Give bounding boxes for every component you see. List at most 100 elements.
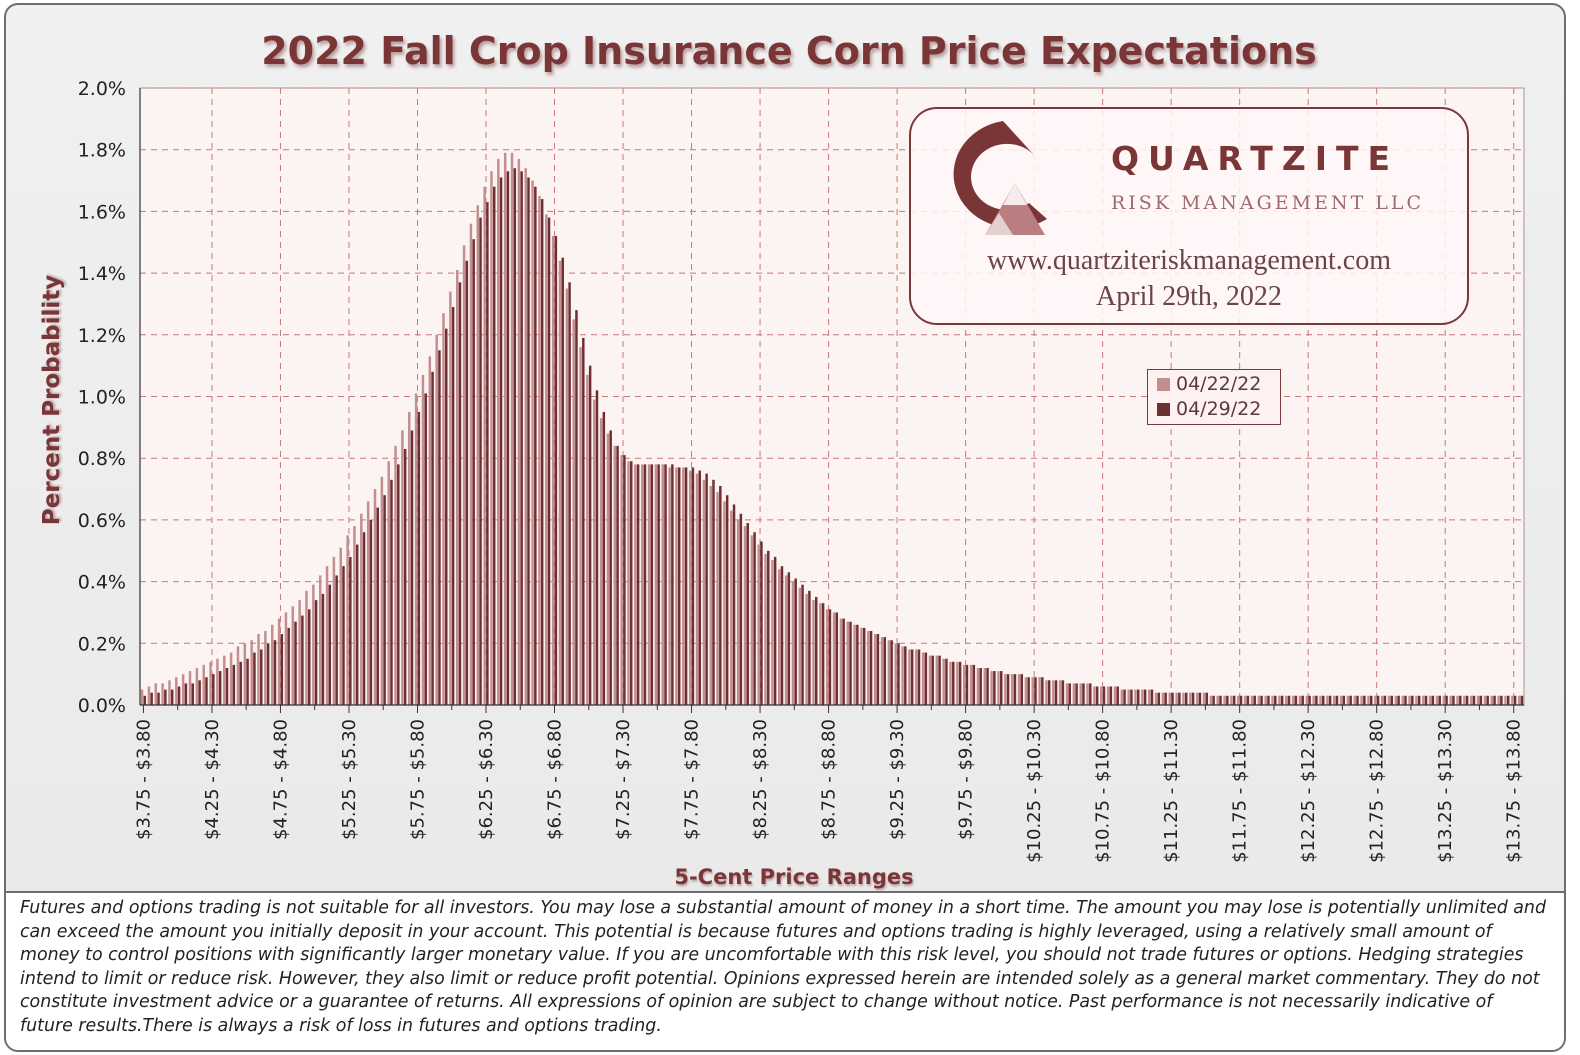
bar-042922-15: [246, 658, 249, 705]
bar-042922-74: [650, 464, 654, 705]
x-tick-label: $6.25 - $6.30: [476, 719, 497, 840]
bar-042922-141: [1109, 686, 1113, 705]
bar-042222-66: [593, 399, 596, 705]
bar-042922-196: [1486, 695, 1489, 705]
bar-042222-36: [387, 461, 390, 705]
bar-042922-106: [869, 630, 873, 705]
bar-042922-26: [321, 593, 325, 705]
bar-042222-194: [1470, 695, 1473, 705]
bar-042922-126: [1006, 674, 1010, 705]
bar-042922-136: [1075, 683, 1078, 705]
bar-042922-199: [1507, 695, 1510, 705]
bar-042922-160: [1239, 695, 1243, 705]
bar-042222-109: [887, 640, 891, 705]
bar-042922-150: [1171, 692, 1174, 705]
bar-042222-148: [1154, 692, 1158, 705]
bar-042922-161: [1246, 695, 1250, 705]
chart-title: 2022 Fall Crop Insurance Corn Price Expe…: [261, 29, 1317, 73]
bar-042922-157: [1219, 695, 1222, 705]
bar-042222-43: [435, 334, 438, 705]
bar-042922-113: [917, 649, 921, 705]
bar-042922-147: [1150, 689, 1154, 705]
bar-042922-28: [335, 575, 338, 705]
bar-042922-9: [205, 677, 208, 705]
bar-042922-90: [760, 541, 763, 705]
bar-042222-164: [1264, 695, 1267, 705]
bar-042922-91: [767, 550, 770, 705]
bar-042222-124: [990, 671, 993, 705]
bar-042222-183: [1394, 695, 1398, 705]
bar-042222-149: [1161, 692, 1165, 705]
bar-042922-192: [1459, 695, 1462, 705]
bar-042222-28: [332, 556, 336, 705]
bar-042222-146: [1141, 689, 1144, 705]
bar-042222-119: [956, 661, 959, 705]
bar-042222-123: [983, 667, 987, 705]
bar-042922-55: [520, 171, 523, 706]
x-tick-label: $4.75 - $4.80: [270, 719, 291, 840]
bar-042222-47: [462, 245, 466, 705]
bar-042922-72: [636, 464, 640, 705]
bar-042222-33: [366, 501, 370, 705]
bar-042922-178: [1363, 695, 1366, 705]
bar-042222-117: [942, 658, 945, 705]
bar-042222-199: [1504, 695, 1507, 705]
bar-042222-134: [1058, 680, 1062, 705]
bar-042222-152: [1182, 692, 1185, 705]
bar-042222-128: [1017, 674, 1021, 705]
bar-042922-37: [397, 464, 400, 705]
bar-042922-170: [1308, 695, 1311, 705]
bar-042222-96: [798, 587, 802, 705]
bar-042922-193: [1465, 695, 1469, 705]
x-tick-label: $9.25 - $9.30: [887, 719, 908, 840]
bar-042922-165: [1274, 695, 1277, 705]
bar-042922-110: [897, 643, 900, 705]
bar-042222-111: [901, 646, 904, 705]
bar-042222-76: [661, 464, 665, 705]
bar-042222-35: [380, 476, 384, 705]
company-tagline: RISK MANAGEMENT LLC: [1111, 192, 1425, 214]
bar-042922-5: [177, 686, 181, 705]
bar-042922-163: [1260, 695, 1263, 705]
disclaimer-panel: Futures and options trading is not suita…: [6, 891, 1564, 1050]
bar-042222-143: [1120, 689, 1124, 705]
bar-042922-23: [301, 615, 304, 705]
bar-042922-201: [1520, 695, 1524, 705]
bar-042222-108: [880, 637, 884, 705]
bar-042222-168: [1291, 695, 1295, 705]
bar-042222-87: [736, 519, 740, 705]
bar-042922-0: [143, 695, 147, 705]
bar-042222-153: [1189, 692, 1192, 705]
bar-042922-85: [725, 495, 729, 705]
x-axis-label: 5-Cent Price Ranges: [674, 865, 914, 889]
bar-042222-20: [277, 618, 281, 705]
y-tick-label: 1.4%: [78, 263, 126, 285]
bar-042922-102: [842, 618, 845, 705]
bar-042222-182: [1387, 695, 1391, 705]
bar-042222-198: [1497, 695, 1500, 705]
bar-042922-144: [1130, 689, 1133, 705]
bar-042922-137: [1082, 683, 1085, 705]
bar-042222-170: [1305, 695, 1309, 705]
bar-042222-186: [1415, 695, 1418, 705]
bar-042922-62: [568, 282, 571, 705]
bar-042922-14: [239, 661, 242, 705]
x-tick-label: $13.75 - $13.80: [1504, 719, 1525, 863]
y-tick-label: 0.0%: [78, 695, 126, 717]
x-tick-label: $7.75 - $7.80: [682, 719, 703, 840]
x-tick-label: $4.25 - $4.30: [202, 719, 223, 840]
bar-042222-127: [1010, 674, 1014, 705]
bar-042222-10: [209, 661, 212, 705]
bar-042222-64: [579, 347, 582, 705]
bar-042922-185: [1411, 695, 1414, 705]
legend-label: 04/29/22: [1176, 398, 1262, 420]
x-tick-label: $8.75 - $8.80: [819, 719, 840, 840]
bar-042922-93: [780, 566, 784, 705]
bar-042922-129: [1027, 677, 1030, 705]
bar-042922-99: [821, 603, 825, 705]
bar-042922-66: [595, 390, 599, 705]
bar-042922-63: [575, 310, 578, 705]
bar-042222-122: [976, 667, 980, 705]
bar-042222-141: [1106, 686, 1110, 705]
bar-042922-180: [1376, 695, 1380, 705]
